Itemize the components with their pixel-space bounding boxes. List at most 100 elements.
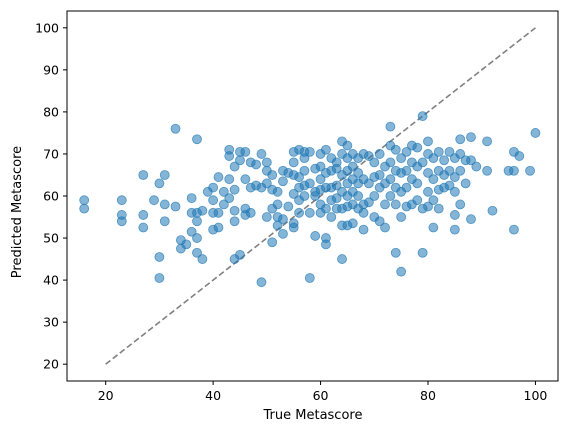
scatter-point [417,111,428,122]
scatter-point [514,151,525,161]
scatter-point [396,266,407,277]
scatter-point [159,199,170,210]
scatter-point [449,210,460,220]
y-tick-label: 20 [43,357,59,372]
x-tick-label: 80 [420,388,436,403]
scatter-point [444,165,455,176]
scatter-point [154,273,165,283]
scatter-point [509,224,519,235]
scatter-point [353,191,364,201]
scatter-point [304,273,315,283]
scatter-point [224,174,235,185]
scatter-point [337,254,347,264]
scatter-point [374,149,385,159]
scatter-point [299,153,310,164]
scatter-point [390,247,401,258]
scatter-point [449,186,460,197]
reference-line-layer [105,27,536,365]
scatter-point [235,249,245,260]
scatter-point [401,146,412,157]
scatter-point [326,212,337,222]
scatter-point [288,222,299,233]
scatter-point [315,161,326,172]
scatter-point [417,157,428,168]
scatter-point [364,178,374,189]
scatter-point [154,178,165,189]
scatter-point [181,239,192,250]
scatter-point [197,205,208,216]
scatter-point [417,247,428,258]
scatter-point [154,252,165,262]
scatter-point [358,207,369,218]
scatter-point [272,220,283,231]
y-axis-label: Predicted Metascore [10,146,25,278]
scatter-point [482,136,492,147]
scatter-point [229,184,240,195]
scatter-point [444,180,455,191]
scatter-point [482,165,492,176]
x-tick-label: 100 [524,388,548,403]
y-axis-ticks: 20 30 40 50 60 70 80 90 100 [35,20,67,372]
scatter-point [374,170,385,180]
scatter-point [116,216,127,227]
scatter-point [159,216,170,227]
scatter-point [449,224,460,235]
scatter-point [331,163,342,174]
scatter-point [288,157,299,168]
scatter-point [170,123,181,134]
scatter-point [331,180,342,191]
scatter-point [369,191,380,201]
scatter-point [186,226,197,237]
scatter-point [331,193,342,204]
scatter-point [245,207,256,218]
scatter-point [444,146,455,157]
scatter-point [149,195,159,206]
scatter-point [138,170,149,180]
scatter-point [304,207,315,218]
scatter-point [385,191,396,201]
scatter-point [412,142,423,153]
scatter-point [192,134,202,145]
scatter-point [116,195,127,206]
scatter-point [455,199,466,210]
scatter-point [385,174,396,185]
scatter-point [159,170,170,180]
scatter-point [321,203,331,214]
scatter-point [525,165,535,176]
scatter-point [321,239,331,250]
scatter-point [224,193,235,204]
scatter-point [396,153,407,164]
scatter-point [240,174,251,185]
scatter-point [428,153,439,164]
x-tick-label: 40 [205,388,221,403]
scatter-point [460,178,471,189]
scatter-point [401,182,412,193]
scatter-point [261,212,272,222]
scatter-point [423,136,433,147]
y-tick-label: 70 [43,146,59,161]
scatter-point [466,155,476,166]
scatter-point [390,199,401,210]
scatter-point [294,172,304,182]
scatter-point [358,224,369,235]
scatter-point [304,178,315,189]
scatter-point [229,216,240,227]
x-axis-label: True Metascore [263,408,363,423]
scatter-point [213,172,224,182]
scatter-point [390,144,401,155]
scatter-point [186,193,197,204]
scatter-point [208,195,219,206]
scatter-point [261,178,272,189]
reference-diagonal-line [105,27,536,365]
scatter-point [380,199,390,210]
scatter-point [315,174,326,185]
scatter-point [235,155,245,166]
scatter-point [380,222,390,233]
scatter-point [272,186,283,197]
scatter-point [251,159,261,170]
scatter-point [347,218,358,229]
scatter-point [278,214,288,225]
x-axis-ticks: 20 40 60 80 100 [98,381,548,403]
x-tick-label: 20 [98,388,114,403]
